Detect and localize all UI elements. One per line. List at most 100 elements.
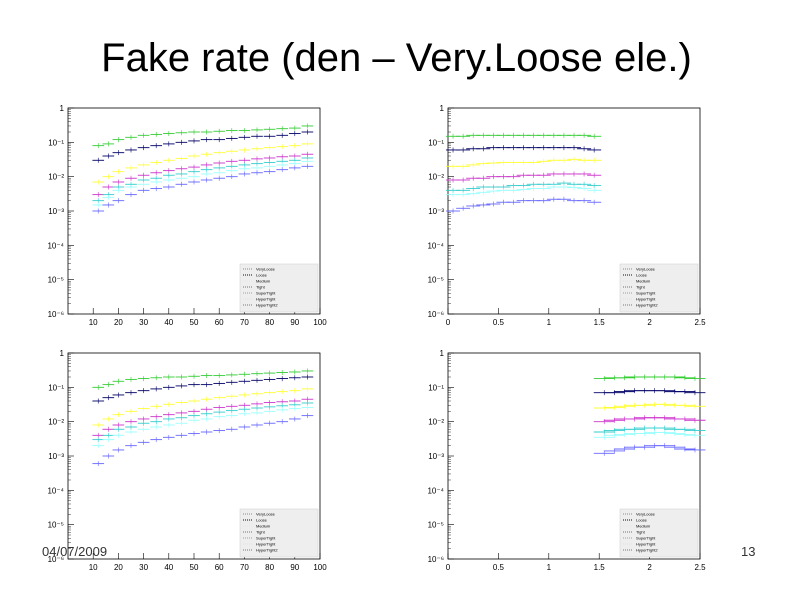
slide-title: Fake rate (den – Very.Loose ele.)	[101, 36, 692, 80]
y-tick-label: 10⁻²	[48, 418, 64, 427]
chart-svg: 1 10⁻¹ 10⁻² 10⁻³ 10⁻⁴ 10⁻⁵ 10⁻⁶ 10 20 30 40 50 60 70 8…	[47, 104, 327, 327]
x-tick-label: 20	[114, 563, 123, 572]
legend-entry: HyperTight	[256, 297, 276, 302]
series-group	[446, 156, 602, 169]
x-tick-label: 10	[89, 563, 98, 572]
series-group	[92, 155, 314, 204]
legend-box	[619, 263, 699, 313]
legend-entry: Tight	[256, 285, 266, 290]
y-tick-label: 10⁻²	[428, 418, 444, 427]
x-tick-label: 0.5	[493, 318, 505, 327]
legend-entry: HyperTight2	[636, 303, 658, 308]
series-group	[593, 374, 706, 382]
x-tick-label: 50	[190, 563, 199, 572]
x-tick-label: 100	[313, 563, 327, 572]
legend-entry: Medium	[256, 279, 271, 284]
y-tick-label: 10⁻⁴	[47, 241, 64, 250]
series-group	[446, 145, 602, 153]
y-tick-label: 10⁻²	[48, 173, 64, 182]
x-tick-label: 60	[215, 563, 224, 572]
x-tick-label: 10	[89, 318, 98, 327]
series-group	[446, 180, 602, 193]
legend-entry: VeryLoose	[636, 267, 656, 272]
legend-entry: HyperTight	[636, 542, 656, 547]
legend-entry: Loose	[636, 518, 648, 523]
series-group	[92, 123, 314, 149]
legend-entry: Tight	[256, 530, 266, 535]
legend-entry: SuperTight	[256, 291, 276, 296]
x-tick-label: 2.5	[694, 318, 706, 327]
x-tick-label: 40	[164, 318, 173, 327]
y-tick-label: 10⁻⁶	[48, 555, 64, 564]
x-tick-label: 100	[313, 318, 327, 327]
y-tick-label: 10⁻¹	[428, 138, 444, 147]
y-tick-label: 10⁻⁶	[428, 555, 444, 564]
x-tick-label: 80	[265, 318, 274, 327]
chart-panel-top-right: 1 10⁻¹ 10⁻² 10⁻³ 10⁻⁴ 10⁻⁵ 10⁻⁶ 0 0.5 1 1.5 2 2.5 Ver…	[410, 100, 710, 330]
x-tick-label: 1	[547, 318, 552, 327]
x-tick-label: 20	[114, 318, 123, 327]
chart-svg: 1 10⁻¹ 10⁻² 10⁻³ 10⁻⁴ 10⁻⁵ 10⁻⁶ 10 20 30 40 50 60 70 8…	[47, 349, 327, 572]
legend-entry: HyperTight2	[636, 548, 658, 553]
x-tick-label: 90	[290, 563, 299, 572]
series-group	[92, 141, 314, 185]
series-group	[593, 425, 706, 435]
y-tick-label: 10⁻³	[48, 452, 64, 461]
legend-box	[619, 508, 699, 558]
x-tick-label: 70	[240, 318, 249, 327]
x-tick-label: 40	[164, 563, 173, 572]
series-group	[446, 171, 602, 183]
footer-date: 04/07/2009	[42, 544, 108, 559]
series-group	[92, 158, 314, 208]
legend-entry: HyperTight2	[256, 303, 278, 308]
x-tick-label: 2.5	[694, 563, 706, 572]
y-tick-label: 10⁻¹	[428, 383, 444, 392]
series-group	[92, 163, 314, 214]
y-tick-label: 10⁻¹	[48, 383, 64, 392]
legend-box	[239, 263, 319, 313]
legend-entry: Tight	[636, 285, 646, 290]
y-tick-label: 1	[440, 349, 445, 358]
y-tick-label: 10⁻²	[428, 173, 444, 182]
legend-entry: Tight	[636, 530, 646, 535]
legend-entry: Medium	[256, 524, 271, 529]
page-number: 13	[741, 544, 756, 559]
x-tick-label: 0.5	[493, 563, 505, 572]
x-tick-label: 0	[446, 563, 451, 572]
y-tick-label: 10⁻³	[428, 452, 444, 461]
x-tick-label: 1.5	[594, 318, 606, 327]
legend-entry: SuperTight	[636, 291, 656, 296]
series-group	[593, 388, 706, 396]
series-group	[593, 401, 706, 411]
chart-svg: 1 10⁻¹ 10⁻² 10⁻³ 10⁻⁴ 10⁻⁵ 10⁻⁶0 0.5 1 1.5 2 2.5 Ver…	[427, 104, 706, 327]
y-tick-label: 10⁻⁴	[427, 241, 444, 250]
x-tick-label: 1.5	[594, 563, 606, 572]
x-tick-label: 30	[139, 563, 148, 572]
legend-entry: SuperTight	[636, 536, 656, 541]
legend-entry: VeryLoose	[256, 267, 276, 272]
x-tick-label: 70	[240, 563, 249, 572]
y-tick-label: 10⁻³	[48, 207, 64, 216]
series-group	[92, 396, 314, 438]
y-tick-label: 10⁻⁶	[428, 310, 444, 319]
y-tick-label: 1	[60, 349, 65, 358]
chart-panel-top-left: 1 10⁻¹ 10⁻² 10⁻³ 10⁻⁴ 10⁻⁵ 10⁻⁶ 10 20 30 40 50 60 70 8…	[30, 100, 330, 330]
y-tick-label: 10⁻⁵	[48, 521, 64, 530]
legend-entry: Loose	[636, 273, 648, 278]
y-tick-label: 1	[440, 104, 445, 113]
x-tick-label: 1	[547, 563, 552, 572]
x-tick-label: 80	[265, 563, 274, 572]
y-tick-label: 10⁻³	[428, 207, 444, 216]
y-tick-label: 10⁻⁴	[427, 486, 444, 495]
series-group	[92, 400, 314, 443]
series-group	[92, 404, 314, 449]
legend-entry: HyperTight2	[256, 548, 278, 553]
legend-entry: Medium	[636, 524, 651, 529]
chart-panel-bottom-right: 1 10⁻¹ 10⁻² 10⁻³ 10⁻⁴ 10⁻⁵ 10⁻⁶ 0 0.5 1 1.5 2 2.5 Ver…	[410, 345, 710, 575]
y-tick-label: 10⁻¹	[48, 138, 64, 147]
legend-box	[239, 508, 319, 558]
x-tick-label: 60	[215, 318, 224, 327]
chart-svg: 1 10⁻¹ 10⁻² 10⁻³ 10⁻⁴ 10⁻⁵ 10⁻⁶0 0.5 1 1.5 2 2.5 Ver…	[427, 349, 706, 572]
series-group	[593, 430, 706, 440]
series-group	[593, 415, 706, 425]
